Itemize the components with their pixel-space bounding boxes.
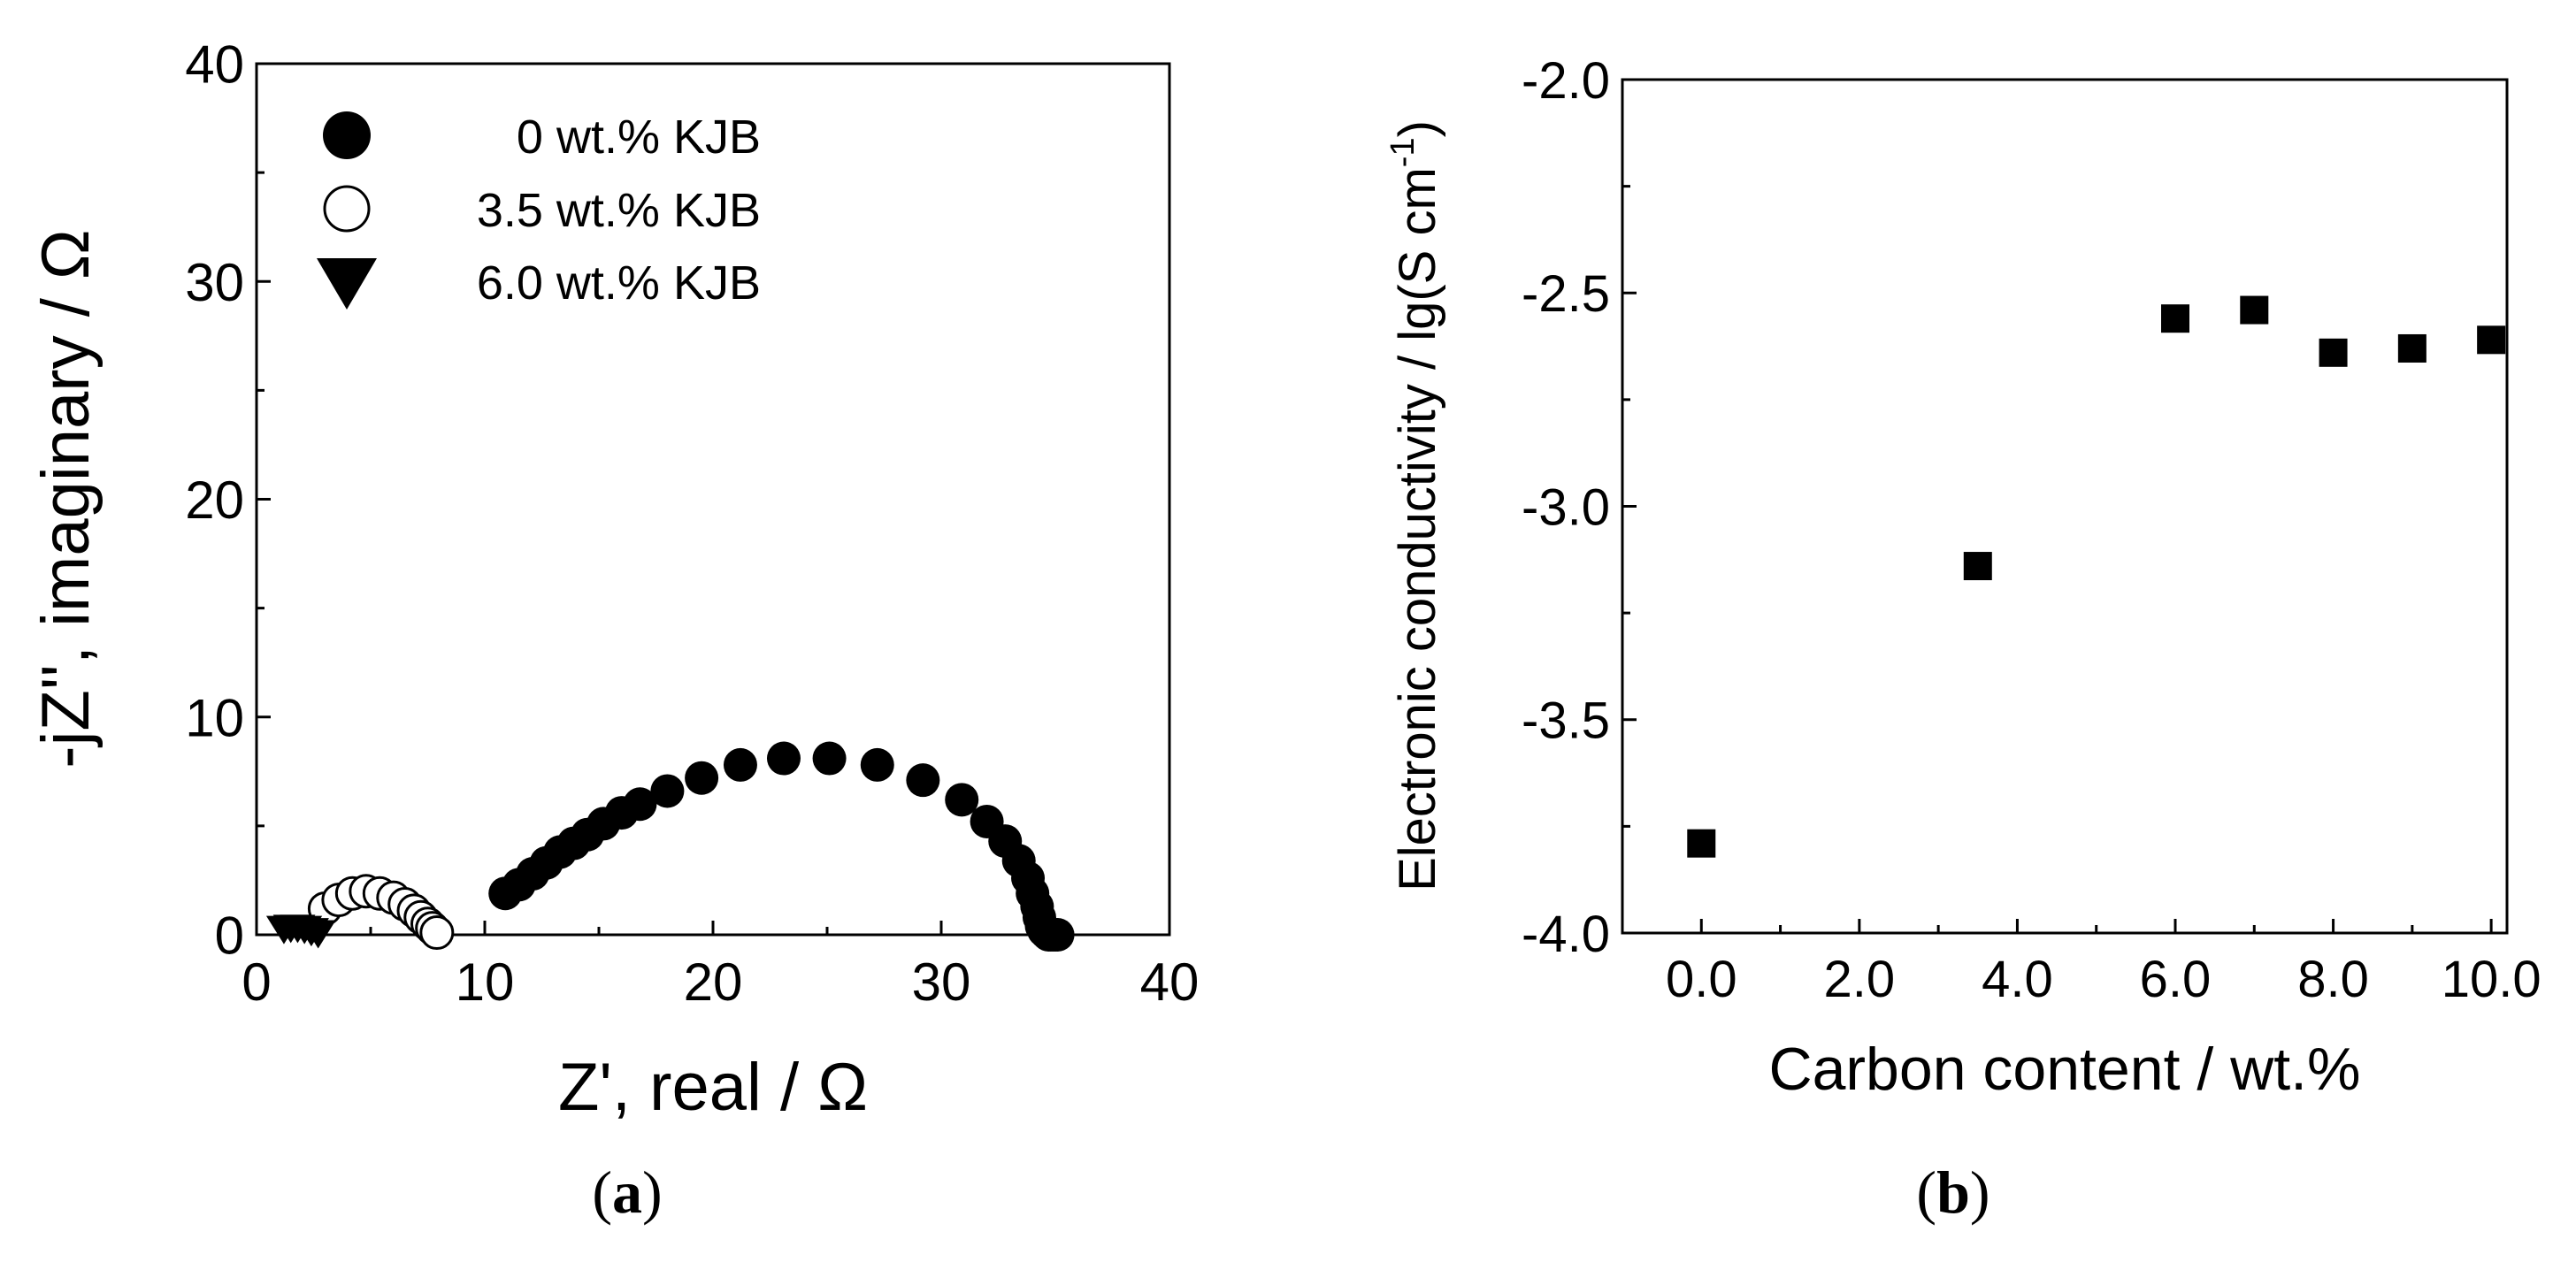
panel-a-data-points bbox=[265, 741, 1075, 952]
data-point-0wt bbox=[812, 741, 847, 776]
x-tick-label: 6.0 bbox=[2140, 951, 2212, 1008]
y-tick-label: 40 bbox=[185, 35, 244, 95]
panel-b-y-axis-label: Electronic conductivity / lg(S cm-1) bbox=[1384, 120, 1446, 891]
data-point-0wt bbox=[723, 747, 757, 782]
data-point-conductivity bbox=[1687, 829, 1716, 858]
data-point-0wt bbox=[650, 774, 685, 808]
panel-b-y-axis-label-main: Electronic conductivity / lg(S cm bbox=[1389, 167, 1446, 891]
panel-b-chart: 0.0 2.0 4.0 6.0 8.0 10.0-4.0-3.5-3.0-2.5-2.0 … bbox=[1384, 52, 2542, 1226]
legend-marker-filled-circle bbox=[323, 111, 371, 159]
x-tick-label: 4.0 bbox=[1982, 951, 2053, 1008]
panel-a-legend: 0 wt.% KJB 3.5 wt.% KJB 6.0 wt.% KJB bbox=[317, 111, 761, 310]
x-tick-label: 40 bbox=[1140, 952, 1200, 1012]
data-point-conductivity bbox=[2397, 333, 2426, 363]
data-point-0wt bbox=[766, 741, 801, 776]
panel-a-chart: 0 10 20 30 40 0 10 20 30 40 0 wt.% KJB 3.5 wt.% K… bbox=[28, 35, 1199, 1226]
x-tick-label: 0.0 bbox=[1666, 951, 1737, 1008]
panel-b-data-points bbox=[1687, 295, 2506, 858]
data-point-6wt bbox=[300, 920, 336, 949]
panel-a-y-axis-label: -jZ'', imaginary / Ω bbox=[28, 229, 104, 768]
y-tick-label: -4.0 bbox=[1522, 906, 1610, 963]
panel-b-caption-letter: b bbox=[1936, 1159, 1970, 1226]
x-tick-label: 2.0 bbox=[1824, 951, 1896, 1008]
legend-label-6wt: 6.0 wt.% KJB bbox=[477, 256, 761, 310]
panel-b-y-axis-label-sup: -1 bbox=[1384, 137, 1422, 167]
data-point-0wt bbox=[623, 787, 657, 822]
panel-a-axis-ticks: 0 10 20 30 40 0 10 20 30 40 bbox=[185, 35, 1199, 1012]
y-tick-label: -2.0 bbox=[1522, 52, 1610, 110]
y-tick-label: -3.0 bbox=[1522, 478, 1610, 536]
data-point-0wt bbox=[945, 783, 979, 817]
y-tick-label: 10 bbox=[185, 688, 244, 747]
x-tick-label: 20 bbox=[684, 952, 743, 1012]
data-point-0wt bbox=[1040, 918, 1075, 952]
y-tick-label: 0 bbox=[215, 906, 244, 966]
data-point-conductivity bbox=[2240, 295, 2269, 325]
data-point-conductivity bbox=[2319, 338, 2348, 367]
data-point-conductivity bbox=[2161, 304, 2189, 333]
legend-marker-open-circle bbox=[323, 185, 371, 233]
legend-label-0wt: 0 wt.% KJB bbox=[517, 111, 761, 164]
legend-marker-filled-triangle-down bbox=[317, 258, 377, 310]
data-point-3p5wt bbox=[419, 915, 455, 951]
data-point-0wt bbox=[685, 761, 719, 795]
panel-b-plot-frame bbox=[1621, 78, 2509, 935]
legend-entry-0wt: 0 wt.% KJB bbox=[323, 111, 761, 164]
panel-a-caption: (a) bbox=[592, 1159, 662, 1226]
y-tick-label: -2.5 bbox=[1522, 265, 1610, 323]
x-tick-label: 0 bbox=[242, 952, 271, 1012]
x-tick-label: 10.0 bbox=[2442, 951, 2542, 1008]
panel-a-caption-letter: a bbox=[612, 1159, 642, 1226]
data-point-0wt bbox=[860, 747, 894, 782]
y-tick-label: -3.5 bbox=[1522, 692, 1610, 750]
y-tick-label: 30 bbox=[185, 253, 244, 312]
panel-a-x-axis-label: Z', real / Ω bbox=[558, 1050, 868, 1125]
y-tick-label: 20 bbox=[185, 470, 244, 530]
panel-b-caption: (b) bbox=[1916, 1159, 1990, 1226]
x-tick-label: 30 bbox=[912, 952, 971, 1012]
data-point-0wt bbox=[906, 763, 940, 798]
panel-b-x-axis-label: Carbon content / wt.% bbox=[1768, 1036, 2360, 1103]
data-point-conductivity bbox=[2477, 325, 2506, 355]
data-point-conductivity bbox=[1963, 552, 1992, 581]
legend-label-3p5wt: 3.5 wt.% KJB bbox=[477, 184, 761, 237]
legend-entry-6wt: 6.0 wt.% KJB bbox=[317, 256, 761, 310]
legend-entry-3p5wt: 3.5 wt.% KJB bbox=[323, 184, 761, 237]
x-tick-label: 10 bbox=[456, 952, 515, 1012]
x-tick-label: 8.0 bbox=[2297, 951, 2369, 1008]
panel-b-y-axis-label-end: ) bbox=[1389, 120, 1446, 137]
panel-b-axis-ticks: 0.0 2.0 4.0 6.0 8.0 10.0 -4.0 -3.5 -3.0 -2.5 -2.0 bbox=[1522, 52, 2542, 1008]
